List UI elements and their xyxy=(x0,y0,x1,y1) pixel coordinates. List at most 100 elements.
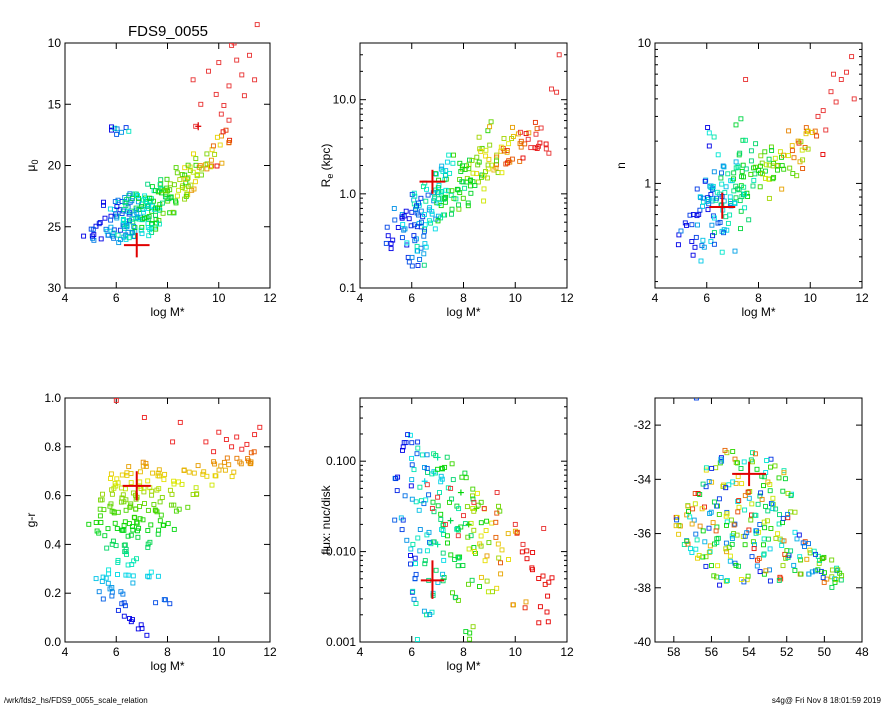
data-point xyxy=(703,563,709,569)
data-point xyxy=(399,235,405,241)
data-point xyxy=(767,578,773,584)
data-point xyxy=(543,146,549,152)
data-point xyxy=(804,556,810,562)
data-point xyxy=(742,137,748,143)
data-point xyxy=(828,89,834,95)
data-point xyxy=(729,536,735,541)
data-point xyxy=(170,439,176,445)
data-point xyxy=(143,460,149,466)
y-tick-label: -36 xyxy=(634,527,652,541)
data-point xyxy=(739,481,745,487)
data-point xyxy=(455,597,461,603)
data-point xyxy=(706,130,712,136)
data-point xyxy=(811,548,817,554)
data-point xyxy=(410,541,416,547)
data-point xyxy=(101,199,106,205)
data-point xyxy=(133,506,139,512)
data-point xyxy=(130,219,136,225)
data-point xyxy=(724,227,730,233)
data-point xyxy=(440,466,445,472)
data-point xyxy=(776,577,782,583)
data-point xyxy=(748,158,754,164)
data-point xyxy=(226,462,232,468)
data-point xyxy=(408,561,413,567)
x-tick-label: 6 xyxy=(408,291,415,305)
data-point xyxy=(733,195,739,201)
data-point xyxy=(383,240,389,246)
data-point xyxy=(113,398,119,403)
data-point xyxy=(761,483,766,489)
data-point xyxy=(792,529,798,535)
data-point xyxy=(134,556,139,562)
data-point xyxy=(413,207,418,213)
data-point xyxy=(234,455,240,461)
data-point xyxy=(466,546,472,552)
data-point xyxy=(540,573,546,579)
data-point xyxy=(177,419,183,425)
data-point xyxy=(702,178,708,184)
data-point xyxy=(109,491,115,497)
data-point xyxy=(708,238,714,244)
data-point xyxy=(120,591,126,597)
data-point xyxy=(135,528,140,534)
data-point xyxy=(731,188,737,194)
data-point xyxy=(724,549,730,555)
data-point xyxy=(113,211,119,217)
data-point xyxy=(193,156,199,162)
data-point xyxy=(726,544,732,550)
data-point xyxy=(714,536,720,542)
data-point xyxy=(706,143,712,149)
data-point xyxy=(134,519,140,525)
data-point xyxy=(785,511,791,517)
data-point xyxy=(455,554,461,560)
data-point xyxy=(694,186,700,192)
data-point xyxy=(762,168,768,174)
y-axis-label: n xyxy=(614,162,628,169)
data-point xyxy=(108,471,114,477)
data-point xyxy=(483,147,489,153)
star-point xyxy=(473,505,480,512)
data-point xyxy=(171,478,177,484)
marks xyxy=(383,52,562,269)
plot-frame xyxy=(359,397,568,643)
data-point xyxy=(742,533,748,539)
data-point xyxy=(131,223,137,229)
data-point xyxy=(461,513,466,519)
data-point xyxy=(707,183,713,189)
data-point xyxy=(122,225,128,231)
data-point xyxy=(786,128,792,134)
data-point xyxy=(157,182,163,188)
data-point xyxy=(427,612,433,617)
data-point xyxy=(144,203,150,209)
data-point xyxy=(470,624,476,630)
data-point xyxy=(791,562,797,568)
data-point xyxy=(697,523,703,529)
data-point xyxy=(438,517,444,522)
data-point xyxy=(449,188,455,194)
data-point xyxy=(730,479,736,485)
data-point xyxy=(440,523,446,528)
data-point xyxy=(832,579,838,585)
data-point xyxy=(524,556,530,562)
data-point xyxy=(549,575,555,581)
data-point xyxy=(422,561,428,567)
data-point xyxy=(146,233,152,239)
data-point xyxy=(442,212,448,218)
data-point xyxy=(733,459,739,465)
data-point xyxy=(409,254,415,260)
data-point xyxy=(684,538,690,544)
data-point xyxy=(711,169,717,175)
data-point xyxy=(114,131,120,137)
data-point xyxy=(465,200,471,206)
data-point xyxy=(401,227,407,233)
data-point xyxy=(384,224,390,230)
y-tick-label: 1.0 xyxy=(44,391,61,405)
data-point xyxy=(174,170,180,176)
data-point xyxy=(467,183,473,189)
data-point xyxy=(418,498,424,504)
data-point xyxy=(404,537,410,543)
x-tick-label: 52 xyxy=(780,645,794,659)
data-point xyxy=(792,509,798,515)
data-point xyxy=(785,153,791,159)
data-point xyxy=(766,156,772,162)
